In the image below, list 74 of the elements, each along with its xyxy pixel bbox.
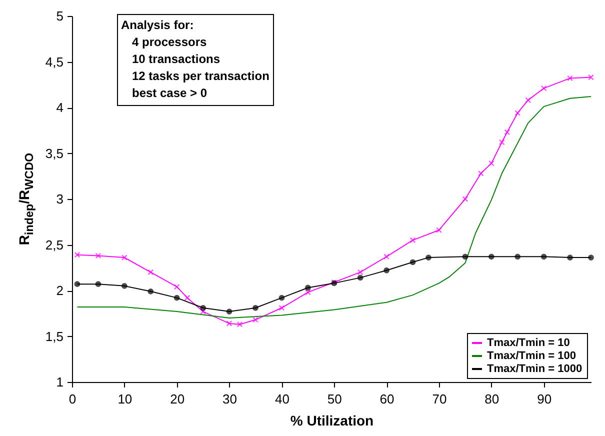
x-tick-label: 50 xyxy=(327,392,342,406)
x-tick-label: 0 xyxy=(68,392,76,406)
x-tick-label: 80 xyxy=(484,392,500,406)
y-tick-label: 4,5 xyxy=(45,54,64,70)
point xyxy=(74,252,80,258)
legend-label: Tmax/Tmin = 10 xyxy=(487,337,570,349)
point xyxy=(504,129,510,136)
point xyxy=(95,281,102,288)
y-tick-label: 4 xyxy=(56,100,64,115)
point xyxy=(278,304,285,311)
annotation: Analysis for: xyxy=(121,17,195,34)
annotation: 4 processors xyxy=(131,34,208,51)
point xyxy=(426,254,432,260)
y-tick-label: 3 xyxy=(56,192,64,206)
point xyxy=(278,294,285,301)
point xyxy=(478,170,484,176)
y-tick-label: 5 xyxy=(56,8,64,24)
point xyxy=(236,321,243,328)
y-tick-label: 2,5 xyxy=(45,237,64,252)
point xyxy=(588,254,594,260)
annotation: 10 transactions xyxy=(131,51,222,68)
annotation: 12 tasks per transaction xyxy=(131,68,270,85)
point xyxy=(514,254,521,260)
point xyxy=(410,237,416,244)
y-tick-label: 1 xyxy=(56,374,64,390)
point xyxy=(462,254,468,260)
point xyxy=(357,269,364,276)
point xyxy=(540,85,547,92)
point xyxy=(384,267,390,274)
point xyxy=(525,97,532,104)
x-tick-label: 10 xyxy=(118,392,132,406)
point xyxy=(488,160,494,166)
x-tick-label: 20 xyxy=(170,392,185,406)
y-tick-label: 2 xyxy=(56,283,64,298)
point xyxy=(226,320,232,326)
x-axis-title: % Utilization xyxy=(290,412,374,428)
y-tick-label: 1,5 xyxy=(45,328,64,344)
point xyxy=(252,304,258,311)
point xyxy=(95,252,102,259)
point xyxy=(304,284,311,291)
point xyxy=(410,259,416,266)
point xyxy=(148,269,154,276)
point xyxy=(148,288,154,294)
point xyxy=(226,308,232,314)
point xyxy=(74,281,80,288)
point xyxy=(174,284,180,290)
point xyxy=(567,75,573,82)
point xyxy=(121,282,128,289)
point xyxy=(252,316,258,323)
point xyxy=(462,196,468,202)
x-tick-label: 40 xyxy=(274,392,290,406)
x-tick-label: 60 xyxy=(380,392,394,406)
point xyxy=(567,254,573,260)
point xyxy=(304,289,311,296)
point xyxy=(588,74,594,80)
point xyxy=(184,294,190,301)
point xyxy=(436,227,442,234)
point xyxy=(200,308,206,314)
point xyxy=(498,139,505,146)
x-tick-label: 90 xyxy=(537,392,552,406)
point xyxy=(121,254,128,261)
point xyxy=(174,294,180,301)
point xyxy=(514,110,521,116)
annotation: best case > 0 xyxy=(131,85,208,102)
x-tick-label: 30 xyxy=(222,392,238,406)
point xyxy=(384,254,390,260)
point xyxy=(200,304,206,311)
x-tick-label: 70 xyxy=(432,392,447,406)
point xyxy=(357,274,364,281)
legend-label: Tmax/Tmin = 100 xyxy=(487,350,576,362)
legend-label: Tmax/Tmin = 1000 xyxy=(487,363,582,375)
point xyxy=(488,254,494,260)
y-tick-label: 3,5 xyxy=(45,146,64,161)
point xyxy=(540,254,547,260)
